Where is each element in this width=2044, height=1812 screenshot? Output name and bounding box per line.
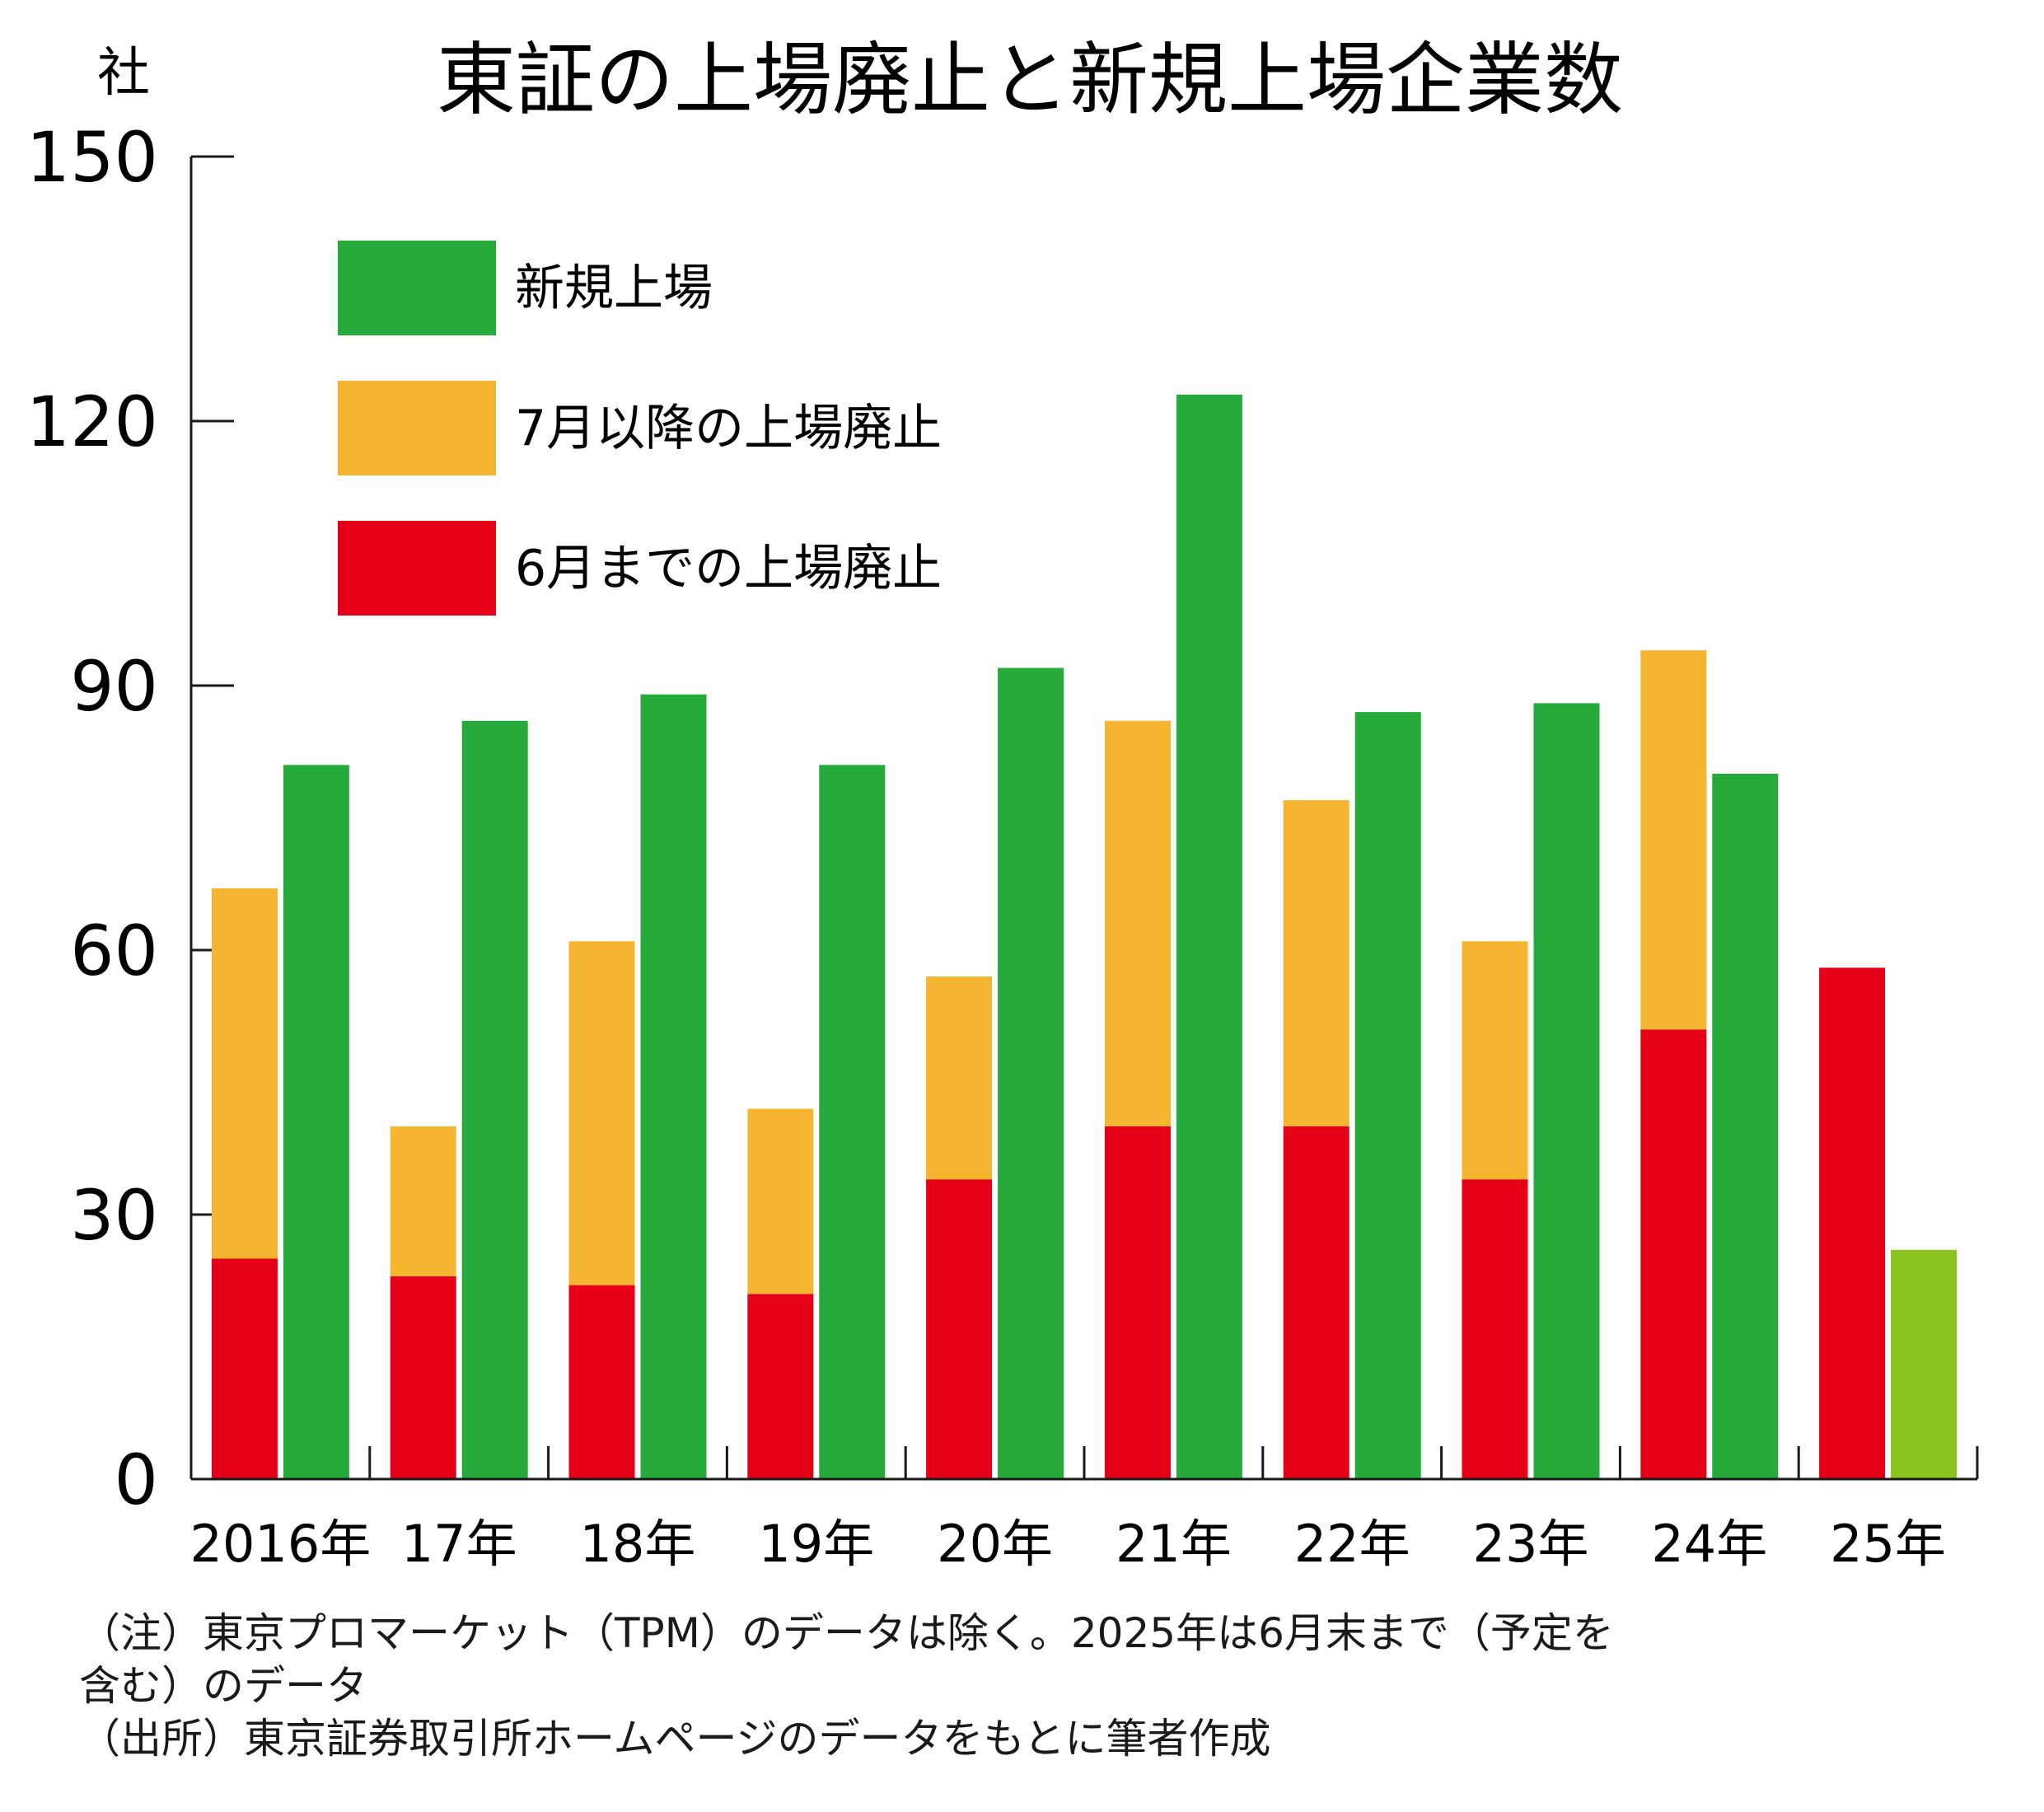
bar-after-july: [211, 888, 278, 1259]
x-tick-label: 19年: [758, 1514, 874, 1574]
legend-swatch: [338, 381, 496, 475]
bar-after-july: [390, 1126, 456, 1276]
bar-until-june: [747, 1294, 814, 1479]
y-tick-label: 150: [26, 117, 158, 198]
x-tick-label: 18年: [580, 1514, 696, 1574]
chart-title: 東証の上場廃止と新規上場企業数: [437, 34, 1623, 126]
x-tick-label: 2016年: [190, 1514, 372, 1574]
x-tick-label: 17年: [401, 1514, 517, 1574]
x-axis: 2016年 17年 18年 19年 20年 21年 22年 23年 24年 25年: [189, 1446, 1979, 1574]
bar-new: [640, 694, 707, 1479]
legend-label: 6月までの上場廃止: [515, 540, 942, 597]
y-tick-label: 0: [115, 1440, 158, 1520]
bar-after-july: [1104, 720, 1171, 1126]
bar-new: [283, 765, 349, 1479]
y-axis: 0 30 60 90 120 150: [26, 117, 234, 1520]
bar-new: [1176, 394, 1242, 1479]
bar-new-partial: [1891, 1249, 1957, 1479]
bar-new: [1354, 712, 1421, 1479]
y-tick-label: 60: [70, 911, 158, 991]
x-tick-label: 25年: [1830, 1514, 1946, 1574]
y-axis-unit: 社: [97, 43, 150, 104]
note-line: （出所）東京証券取引所ホームページのデータをもとに筆者作成: [79, 1715, 1271, 1763]
bar-until-june: [390, 1276, 456, 1479]
bar-after-july: [1283, 800, 1349, 1126]
x-tick-label: 22年: [1294, 1514, 1410, 1574]
x-tick-label: 20年: [937, 1514, 1053, 1574]
note-line: 含む）のデータ: [79, 1662, 367, 1710]
bar-new: [1533, 703, 1600, 1479]
y-tick-label: 90: [70, 646, 158, 727]
bar-new: [998, 667, 1064, 1479]
footnotes: （注）東京プロマーケット（TPM）のデータは除く。2025年は6月末まで（予定を…: [79, 1607, 2023, 1765]
legend-swatch: [338, 521, 496, 616]
bar-chart: 社 東証の上場廃止と新規上場企業数 0 30 60 90 120 150 2016年 17年…: [26, 34, 1979, 1574]
bar-after-july: [1640, 650, 1707, 1030]
x-tick-label: 23年: [1473, 1514, 1589, 1574]
legend-label: 新規上場: [515, 260, 713, 317]
legend-swatch: [338, 241, 496, 335]
bar-until-june: [568, 1285, 635, 1479]
bar-until-june: [211, 1258, 278, 1479]
bar-after-july: [1462, 941, 1528, 1180]
y-tick-label: 120: [26, 382, 158, 462]
bar-after-july: [747, 1108, 814, 1295]
bar-until-june: [1819, 967, 1886, 1479]
bar-after-july: [568, 941, 635, 1285]
legend: 新規上場 7月以降の上場廃止 6月までの上場廃止: [338, 241, 942, 616]
legend-label: 7月以降の上場廃止: [515, 400, 942, 457]
bars: [211, 394, 1957, 1479]
bar-new: [1712, 774, 1779, 1479]
x-tick-label: 24年: [1651, 1514, 1767, 1574]
bar-new: [461, 720, 528, 1479]
x-tick-label: 21年: [1116, 1514, 1232, 1574]
bar-new: [819, 765, 886, 1479]
note-line: （注）東京プロマーケット（TPM）のデータは除く。2025年は6月末まで（予定を: [79, 1609, 1614, 1657]
bar-until-june: [926, 1179, 993, 1479]
bar-until-june: [1640, 1029, 1707, 1479]
y-tick-label: 30: [70, 1175, 158, 1256]
bar-until-june: [1104, 1126, 1171, 1479]
bar-after-july: [926, 976, 993, 1180]
bar-until-june: [1462, 1179, 1528, 1479]
bar-until-june: [1283, 1126, 1349, 1479]
